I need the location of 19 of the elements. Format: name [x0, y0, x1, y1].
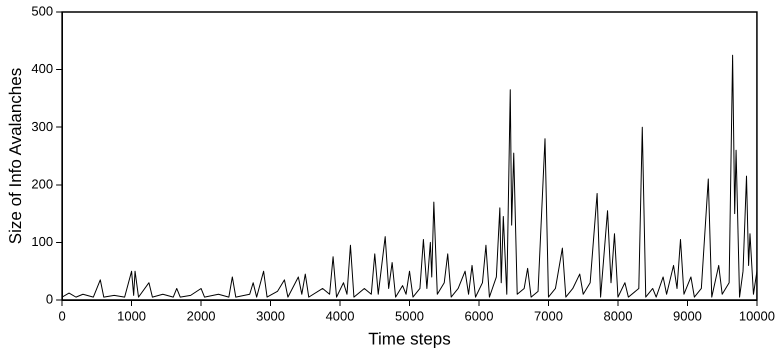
- y-tick-label: 500: [31, 4, 54, 19]
- y-axis-title: Size of Info Avalanches: [6, 68, 25, 244]
- x-tick-label: 2000: [186, 308, 216, 324]
- x-tick-label: 6000: [464, 308, 494, 324]
- y-tick-label: 100: [31, 234, 54, 249]
- x-axis-title: Time steps: [368, 329, 451, 348]
- x-tick-label: 0: [58, 308, 66, 324]
- x-tick-label: 9000: [672, 308, 702, 324]
- y-tick-label: 0: [46, 292, 54, 307]
- x-tick-label: 5000: [395, 308, 424, 324]
- x-tick-label: 1000: [117, 308, 146, 324]
- x-tick-label: 10000: [738, 308, 776, 324]
- x-tick-label: 8000: [603, 308, 632, 324]
- x-tick-label: 7000: [534, 308, 563, 324]
- y-tick-label: 300: [31, 118, 54, 134]
- x-tick-label: 3000: [256, 308, 285, 324]
- y-tick-label: 200: [31, 176, 54, 192]
- x-tick-label: 4000: [326, 308, 354, 324]
- y-tick-label: 400: [31, 61, 54, 76]
